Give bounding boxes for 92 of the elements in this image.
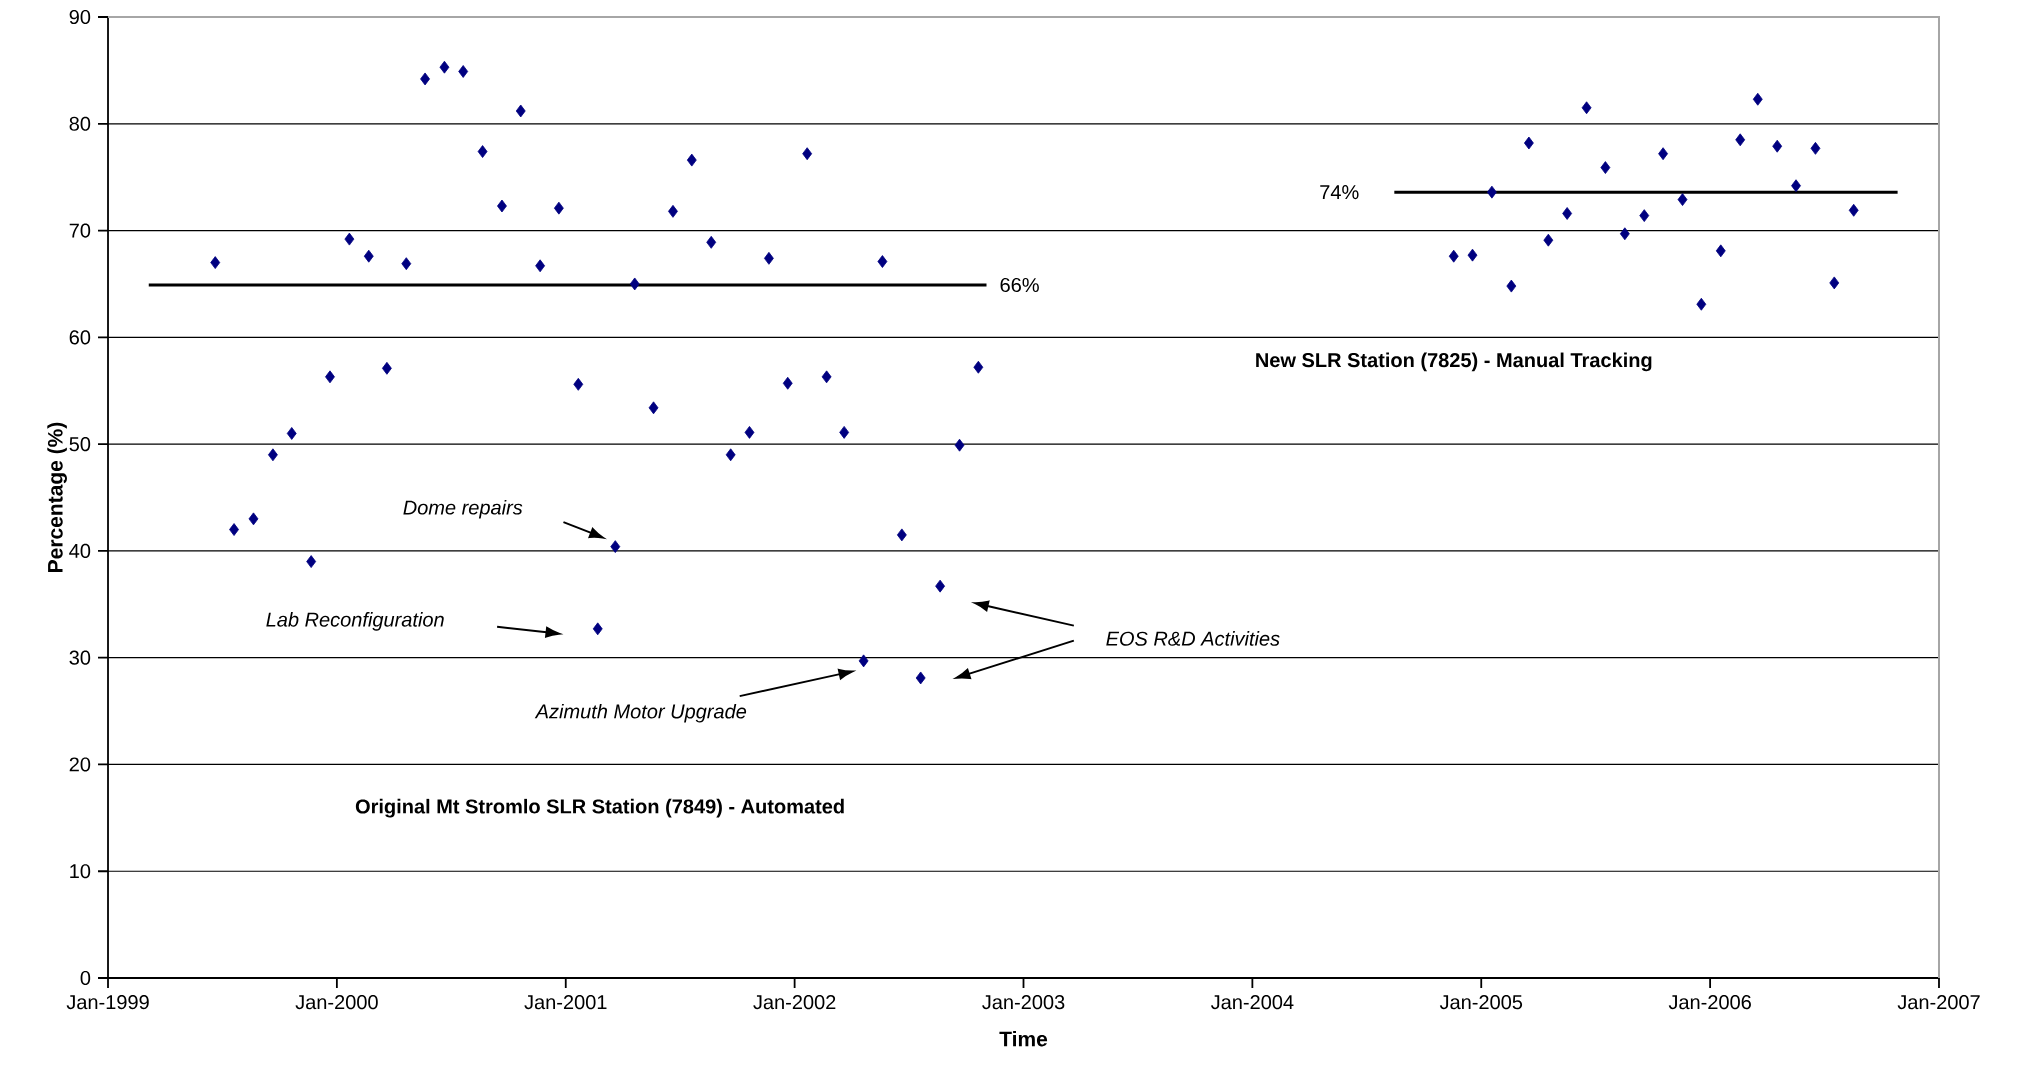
annotation: Original Mt Stromlo SLR Station (7849) - Automated xyxy=(355,798,844,818)
x-tick-label: Jan-1999 xyxy=(66,995,149,1010)
point xyxy=(782,376,793,390)
y-axis-title: Percentage (%) xyxy=(47,422,67,572)
point xyxy=(1658,147,1668,161)
y-tick-label: 50 xyxy=(69,437,91,452)
point xyxy=(1735,133,1746,147)
point xyxy=(229,523,239,536)
point xyxy=(725,448,736,462)
point xyxy=(210,256,221,269)
point xyxy=(1715,244,1726,258)
point xyxy=(286,427,297,440)
point xyxy=(420,72,430,86)
point xyxy=(344,232,355,246)
point xyxy=(1543,233,1554,247)
point xyxy=(248,512,259,526)
x-axis-title: Time xyxy=(999,1030,1048,1047)
annotation: New SLR Station (7825) - Manual Tracking xyxy=(1256,352,1652,372)
point xyxy=(592,622,603,636)
point xyxy=(439,60,450,74)
point xyxy=(497,199,507,213)
annotation: 66% xyxy=(1000,277,1039,293)
point xyxy=(764,251,774,265)
point xyxy=(1581,101,1592,115)
y-tick-label: 0 xyxy=(80,970,91,986)
x-tick-label: Jan-2005 xyxy=(1439,995,1523,1010)
point xyxy=(1467,248,1478,262)
annotation: 74% xyxy=(1320,185,1359,200)
point xyxy=(1562,207,1573,220)
point xyxy=(858,654,869,668)
x-tick-label: Jan-2001 xyxy=(524,995,607,1010)
x-tick-label: Jan-2000 xyxy=(295,995,378,1010)
point xyxy=(839,425,850,439)
annotation: EOS R&D Activities xyxy=(1106,631,1280,646)
point xyxy=(325,370,335,384)
point xyxy=(306,555,317,568)
y-tick-label: 20 xyxy=(69,757,91,772)
point xyxy=(268,448,278,462)
point xyxy=(1677,193,1688,206)
point xyxy=(382,361,392,375)
y-tick-label: 30 xyxy=(69,650,91,665)
y-tick-label: 10 xyxy=(70,864,91,879)
point xyxy=(1506,279,1517,293)
point xyxy=(535,259,546,273)
point xyxy=(668,204,678,218)
point xyxy=(802,147,813,161)
point xyxy=(686,153,697,167)
point xyxy=(648,401,659,415)
point xyxy=(935,579,945,593)
point xyxy=(401,257,412,271)
x-tick-label: Jan-2006 xyxy=(1668,995,1751,1010)
point xyxy=(515,104,526,118)
y-tick-label: 70 xyxy=(69,223,91,238)
point xyxy=(1448,249,1459,263)
point xyxy=(877,255,888,268)
point xyxy=(954,438,965,452)
annotation: Dome repairs xyxy=(403,499,523,519)
point xyxy=(1829,276,1840,290)
point xyxy=(610,540,621,554)
point xyxy=(629,277,640,291)
point xyxy=(477,145,488,158)
point xyxy=(1696,297,1707,311)
y-tick-label: 90 xyxy=(69,9,91,25)
point xyxy=(363,249,374,263)
point xyxy=(1810,141,1821,155)
point xyxy=(458,65,469,78)
point xyxy=(896,528,907,542)
point xyxy=(573,377,584,391)
point xyxy=(1600,161,1611,174)
x-tick-label: Jan-2003 xyxy=(982,995,1065,1010)
y-tick-label: 40 xyxy=(69,543,91,558)
point xyxy=(973,360,984,374)
point xyxy=(1524,136,1534,150)
point xyxy=(1791,179,1801,193)
x-tick-label: Jan-2004 xyxy=(1210,995,1294,1010)
point xyxy=(553,201,564,215)
point xyxy=(1619,227,1630,241)
point xyxy=(1848,203,1859,217)
annotation: Lab Reconfiguration xyxy=(266,612,444,631)
point xyxy=(1752,92,1763,106)
x-tick-label: Jan-2002 xyxy=(753,995,836,1010)
point xyxy=(1639,209,1650,223)
point xyxy=(1772,139,1783,153)
point xyxy=(821,370,832,384)
y-tick-label: 60 xyxy=(69,330,91,345)
point xyxy=(1487,185,1497,199)
y-tick-label: 80 xyxy=(69,116,91,131)
point xyxy=(706,235,717,249)
point xyxy=(915,671,926,685)
point xyxy=(744,425,755,439)
x-tick-label: Jan-2007 xyxy=(1897,995,1980,1010)
annotation: Azimuth Motor Upgrade xyxy=(534,703,747,723)
